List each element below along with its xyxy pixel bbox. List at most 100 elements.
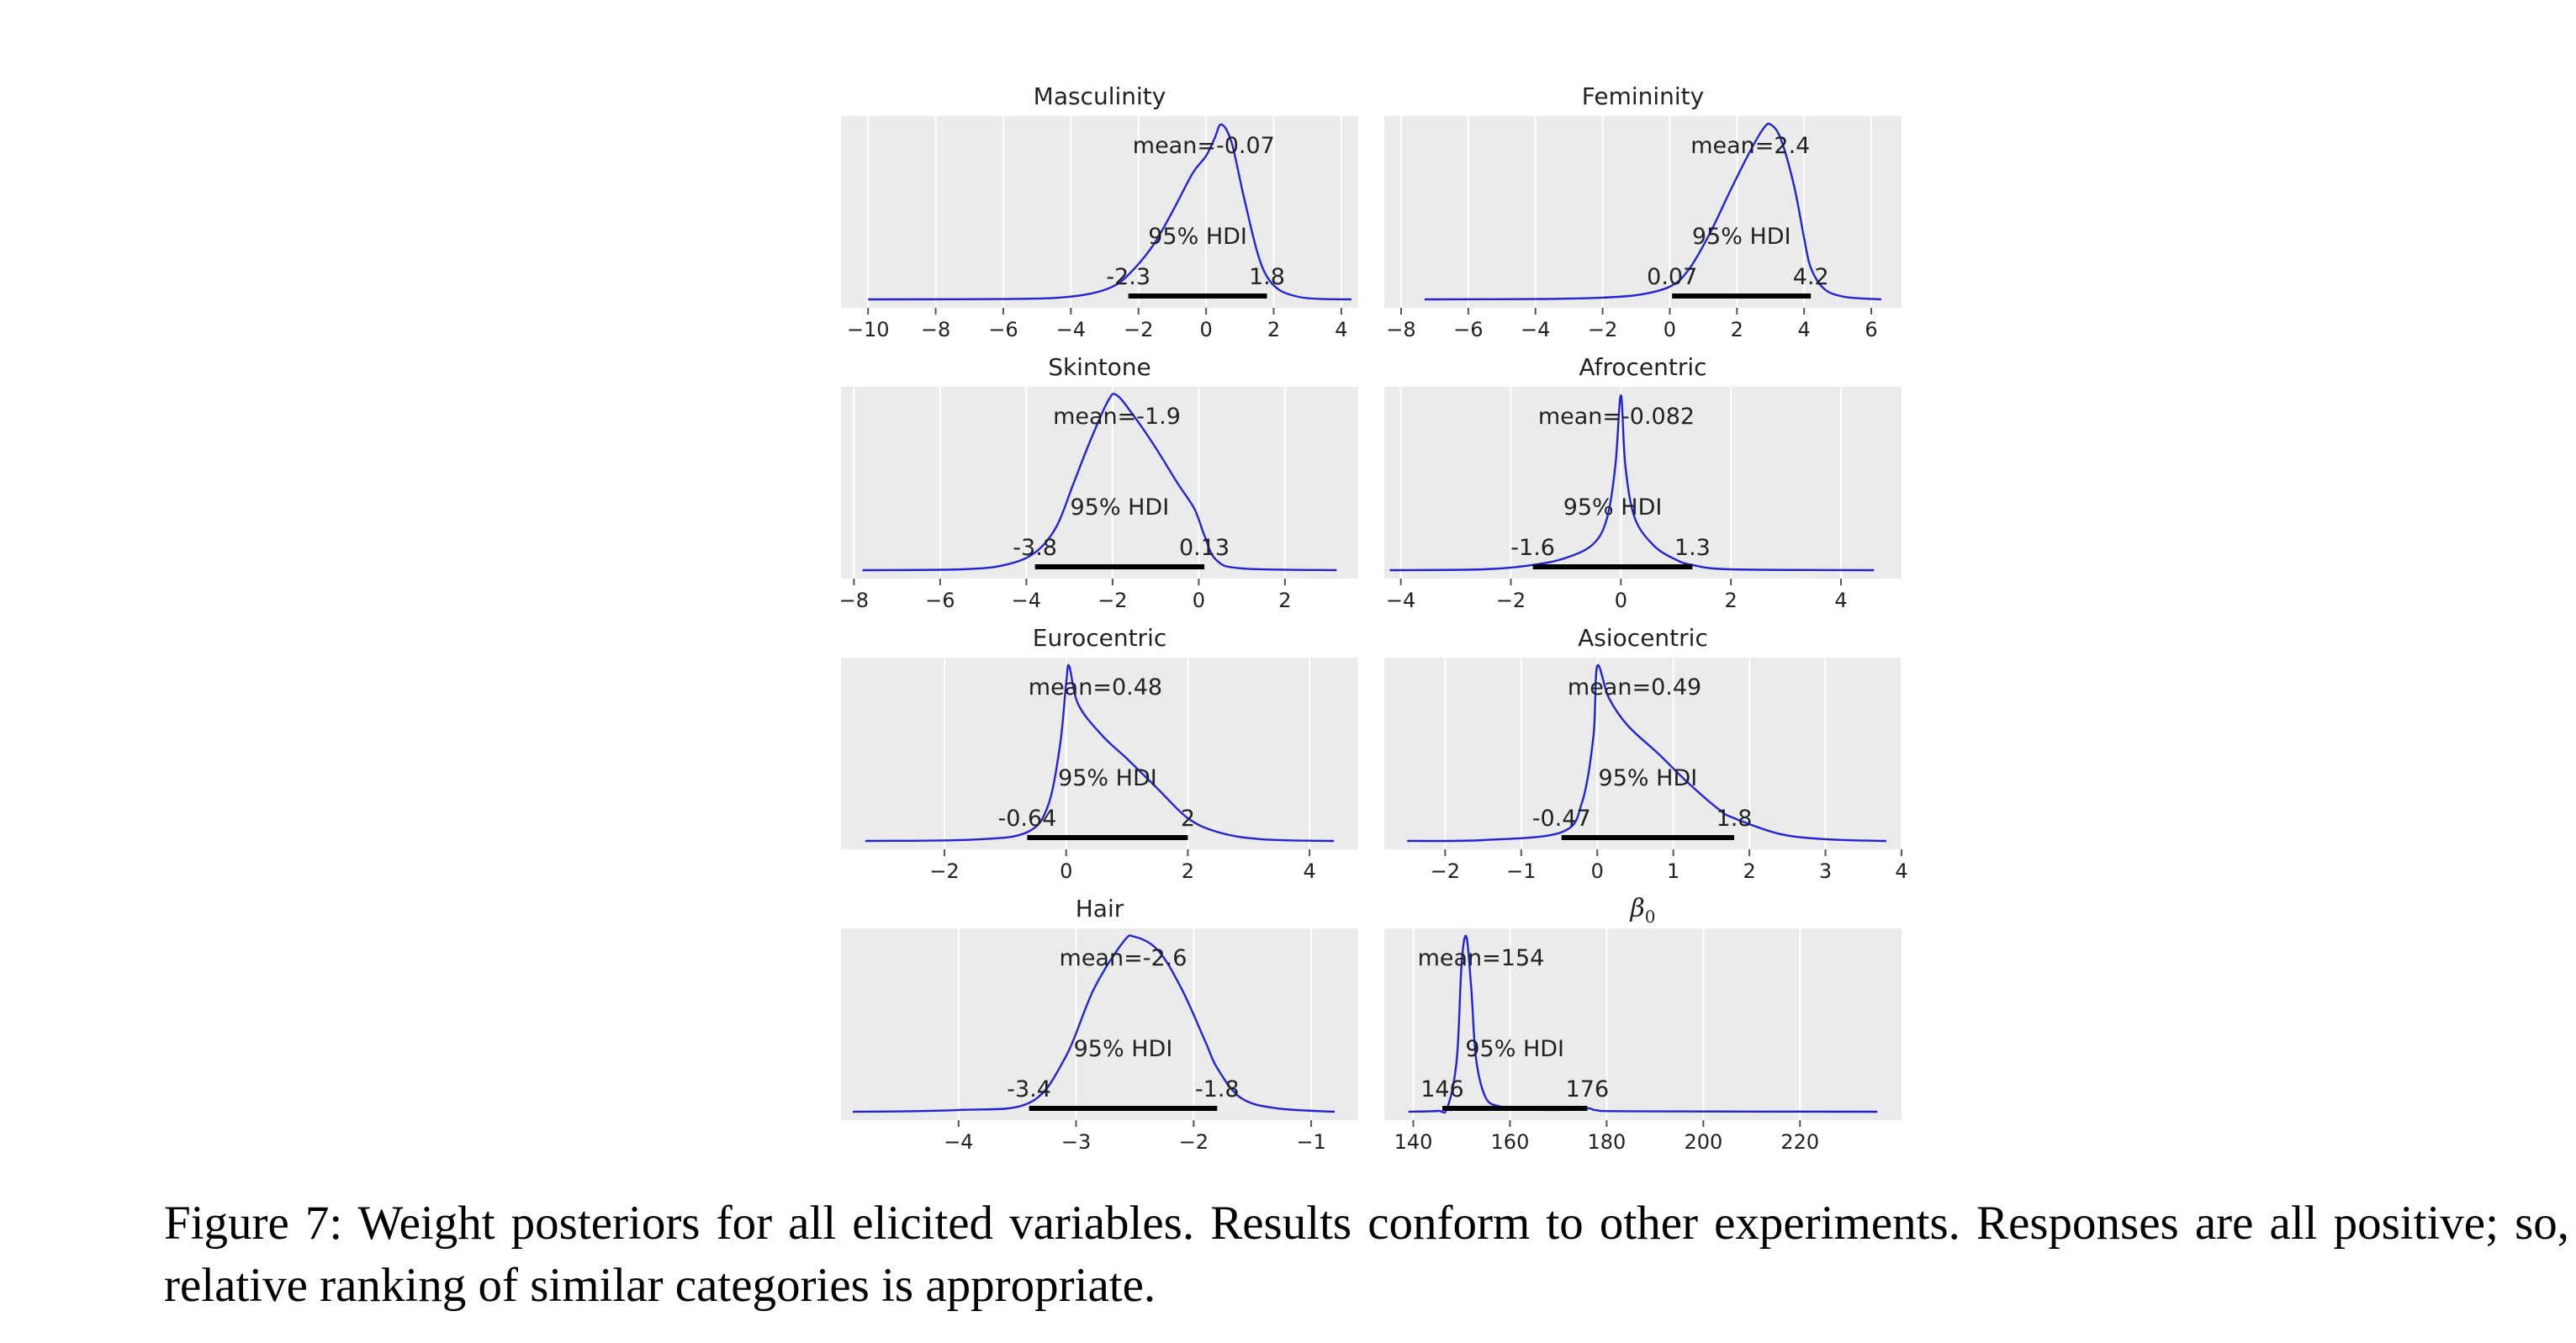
x-tick-label: −3 <box>1061 1130 1091 1154</box>
mean-label: mean=-0.082 <box>1538 404 1695 430</box>
panel-background <box>1384 387 1902 579</box>
posterior-density-curve <box>1389 394 1875 572</box>
hdi-low-label: -0.47 <box>1532 806 1591 832</box>
hdi-label: 95% HDI <box>1465 1036 1564 1062</box>
panel-2: −8 −6 −4 −2 0 2 Skintone -3.8 0.13 95% HDI mean=-1… <box>839 353 1358 612</box>
hdi-high-label: 1.3 <box>1674 535 1711 561</box>
x-tick-label: −1 <box>1296 1130 1325 1154</box>
hdi-high-label: 2 <box>1181 806 1195 832</box>
x-tick-label: 4 <box>1798 318 1811 341</box>
panel-background <box>1384 928 1902 1120</box>
x-tick-label: −2 <box>929 859 959 883</box>
hdi-low-label: -2.3 <box>1106 264 1150 290</box>
panel-5: −2 −1 0 1 2 3 4 Asiocentric -0.47 1.8 95% HDI mean=… <box>1384 624 1908 883</box>
panel-title: Femininity <box>1582 82 1704 110</box>
hdi-low-label: -0.64 <box>997 806 1056 832</box>
hdi-high-label: 1.8 <box>1249 264 1285 290</box>
hdi-label: 95% HDI <box>1071 494 1170 521</box>
panel-title: Afrocentric <box>1579 353 1706 381</box>
x-tick-label: 2 <box>1278 589 1291 612</box>
x-tick-label: 2 <box>1743 859 1755 883</box>
posterior-density-curve <box>862 393 1337 572</box>
mean-label: mean=-0.07 <box>1133 133 1275 159</box>
mean-label: mean=-2.6 <box>1060 945 1187 971</box>
posterior-density-curve <box>868 123 1352 301</box>
x-tick-label: −2 <box>1431 859 1460 883</box>
panel-0: −10 −8 −6 −4 −2 0 2 4 Masculinity -2.3 1.895% HDI m… <box>841 82 1358 341</box>
hdi-high-label: 0.13 <box>1179 535 1230 561</box>
panel-background <box>841 116 1358 308</box>
x-tick-label: −8 <box>921 318 950 341</box>
x-tick-label: 0 <box>1060 859 1072 883</box>
panel-title: Skintone <box>1048 353 1151 381</box>
panel-title: Asiocentric <box>1578 624 1708 652</box>
mean-label: mean=0.49 <box>1568 674 1701 701</box>
hdi-label: 95% HDI <box>1563 494 1663 521</box>
x-tick-label: 0 <box>1199 318 1212 341</box>
figure-caption: Figure 7: Weight posteriors for all elic… <box>164 1197 2569 1312</box>
x-tick-label: 220 <box>1780 1130 1819 1154</box>
mean-label: mean=2.4 <box>1690 133 1810 159</box>
panel-title: Eurocentric <box>1033 624 1167 652</box>
hdi-low-label: -3.4 <box>1007 1076 1051 1102</box>
hdi-low-label: 146 <box>1420 1076 1464 1102</box>
posterior-density-curve <box>865 664 1335 843</box>
mean-label: mean=154 <box>1418 945 1545 971</box>
panel-title: β0 <box>1629 894 1655 927</box>
x-tick-label: −2 <box>1588 318 1617 341</box>
x-tick-label: 6 <box>1865 318 1877 341</box>
x-tick-label: −2 <box>1124 318 1153 341</box>
hdi-high-label: 176 <box>1566 1076 1610 1102</box>
panel-background <box>841 658 1358 849</box>
posterior-figure: −10 −8 −6 −4 −2 0 2 4 Masculinity -2.3 1.8 95% HDI m… <box>839 82 1908 1154</box>
x-tick-label: 140 <box>1394 1130 1433 1154</box>
x-tick-label: 160 <box>1491 1130 1530 1154</box>
panel-title: Hair <box>1076 895 1124 923</box>
x-tick-label: −2 <box>1179 1130 1209 1154</box>
x-tick-label: 1 <box>1667 859 1679 883</box>
x-tick-label: 0 <box>1591 859 1604 883</box>
x-tick-label: 0 <box>1193 589 1205 612</box>
hdi-label: 95% HDI <box>1692 224 1791 250</box>
x-tick-label: −2 <box>1098 589 1127 612</box>
x-tick-label: 4 <box>1335 318 1347 341</box>
x-tick-label: 2 <box>1731 318 1743 341</box>
panel-background <box>841 928 1358 1120</box>
x-tick-label: −4 <box>1012 589 1041 612</box>
x-tick-label: −8 <box>839 589 869 612</box>
x-tick-label: −4 <box>944 1130 973 1154</box>
x-tick-label: 4 <box>1303 859 1315 883</box>
x-tick-label: 2 <box>1182 859 1194 883</box>
x-tick-label: −6 <box>1453 318 1483 341</box>
x-tick-label: 4 <box>1895 859 1907 883</box>
mean-label: mean=-1.9 <box>1053 404 1181 430</box>
x-tick-label: 0 <box>1615 589 1627 612</box>
hdi-label: 95% HDI <box>1074 1036 1173 1062</box>
x-tick-label: −2 <box>1496 589 1526 612</box>
hdi-high-label: 4.2 <box>1793 264 1829 290</box>
x-tick-label: −8 <box>1386 318 1415 341</box>
hdi-high-label: 1.8 <box>1716 806 1753 832</box>
x-tick-label: 2 <box>1267 318 1280 341</box>
hdi-low-label: -3.8 <box>1013 535 1057 561</box>
x-tick-label: 180 <box>1587 1130 1626 1154</box>
posterior-density-curve <box>852 934 1336 1113</box>
panel-3: −4 −2 0 2 4 Afrocentric -1.6 1.3 95% HDI mean=-0.… <box>1384 353 1902 612</box>
hdi-label: 95% HDI <box>1148 224 1247 250</box>
x-tick-label: −10 <box>847 318 890 341</box>
panel-4: −2 0 2 4 Eurocentric -0.64 2 95% HDI mean=0.48 <box>841 624 1358 883</box>
hdi-low-label: 0.07 <box>1647 264 1697 290</box>
panel-1: −8 −6 −4 −2 0 2 4 6 Femininity 0.07 4.295% HDI mean… <box>1384 82 1902 341</box>
posterior-density-curve <box>1407 664 1886 843</box>
hdi-low-label: -1.6 <box>1510 535 1555 561</box>
x-tick-label: −6 <box>988 318 1018 341</box>
panel-title: Masculinity <box>1034 82 1166 110</box>
x-tick-label: −6 <box>925 589 955 612</box>
posterior-density-curve <box>1408 934 1878 1114</box>
x-tick-label: 0 <box>1664 318 1676 341</box>
x-tick-label: −4 <box>1386 589 1415 612</box>
x-tick-label: 3 <box>1819 859 1832 883</box>
mean-label: mean=0.48 <box>1029 674 1162 701</box>
hdi-label: 95% HDI <box>1058 765 1157 791</box>
